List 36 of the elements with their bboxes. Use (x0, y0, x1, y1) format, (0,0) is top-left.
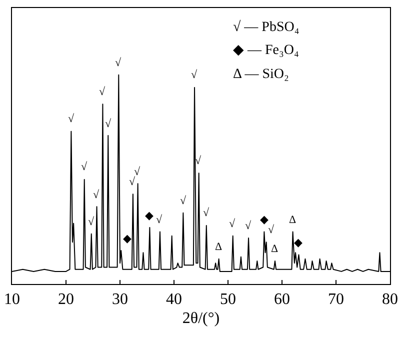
annotation: √ (268, 224, 275, 236)
annotation: √ (88, 216, 95, 228)
x-tick-label: 30 (112, 291, 128, 308)
annotation: √ (68, 113, 75, 125)
annotation: √ (229, 218, 236, 230)
text: ◆ — Fe₃O₄ (233, 43, 299, 58)
annotation: √ (129, 176, 136, 188)
x-tick-label: 10 (4, 291, 20, 308)
x-tick-label: 70 (328, 291, 344, 308)
x-tick-label: 40 (166, 291, 182, 308)
annotation: √ (203, 207, 210, 219)
x-tick-label: 20 (58, 291, 74, 308)
annotation: √ (156, 214, 163, 226)
x-tick-label: 60 (274, 291, 290, 308)
annotation: ◆ (260, 214, 269, 226)
x-axis-title: 2θ/(°) (182, 310, 220, 327)
annotation: √ (99, 86, 106, 98)
annotation: Δ (289, 214, 296, 226)
annotation: √ (81, 161, 88, 173)
annotation: ◆ (145, 210, 154, 222)
annotation: √ (195, 155, 202, 167)
annotation: Δ — SiO₂ (233, 67, 290, 82)
annotation: √ (191, 69, 198, 81)
annotation: √ (180, 195, 187, 207)
annotation: Δ (215, 241, 222, 253)
annotation: Δ (271, 243, 278, 255)
annotation: ◆ (294, 237, 303, 249)
annotation: √ (245, 220, 252, 232)
annotation: √ (134, 166, 141, 178)
annotation: ◆ (123, 233, 132, 245)
text: √ — PbSO₄ (233, 19, 300, 35)
annotation: √ (105, 118, 112, 130)
annotation: √ (93, 189, 100, 201)
annotation: √ (115, 57, 122, 69)
x-tick-label: 80 (382, 291, 398, 308)
x-tick-label: 50 (220, 291, 236, 308)
